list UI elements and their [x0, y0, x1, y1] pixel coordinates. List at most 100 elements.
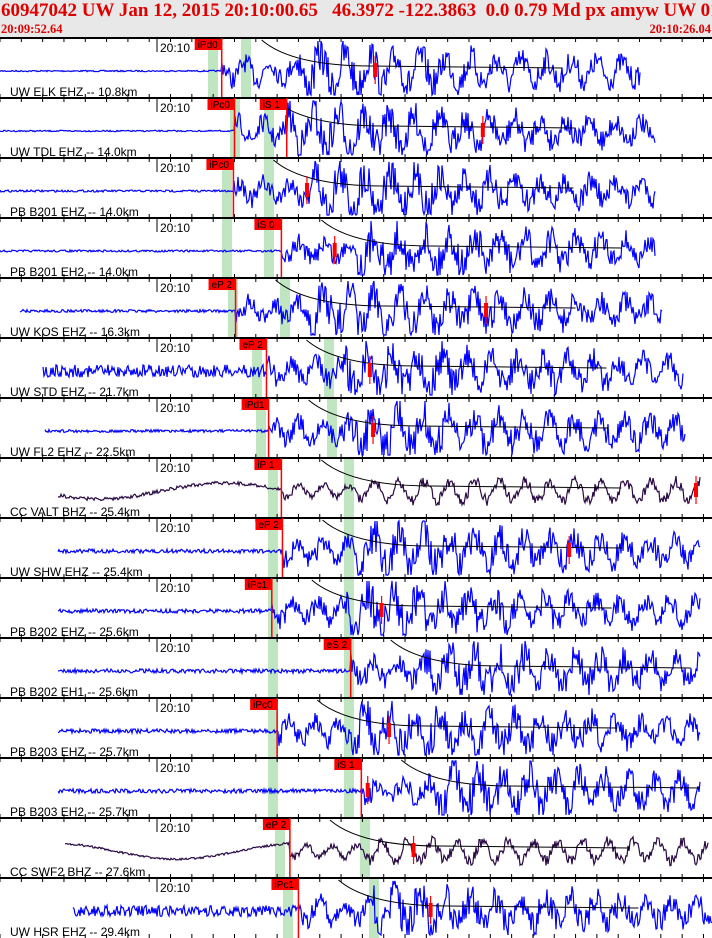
amplitude-marker-bar [332, 243, 337, 257]
station-label: UW SHW EHZ -- 25.4km [10, 565, 143, 579]
phase-window [268, 638, 278, 698]
trace-row[interactable]: 20:10 iP 1 CC VALT BHZ -- 25.4km [0, 457, 712, 519]
phase-window [228, 278, 238, 338]
phase-window [344, 698, 354, 758]
phase-window [222, 218, 232, 278]
station-label: UW FL2 EHZ -- 22.5km [10, 445, 135, 459]
minute-label: 20:10 [160, 821, 190, 835]
coda-curve [322, 519, 623, 549]
pick-label-box[interactable] [244, 579, 272, 590]
amplitude-marker-bar [484, 303, 489, 317]
pick-label: iPd1 [245, 400, 265, 411]
minute-label: 20:10 [160, 761, 190, 775]
amplitude-marker-bar [304, 183, 309, 197]
waveform [0, 160, 656, 217]
phase-window [275, 818, 285, 878]
pick-label-box[interactable] [323, 639, 351, 650]
trace-row[interactable]: 20:10 eP 2 UW STD EHZ -- 21.7km [0, 337, 712, 399]
station-label: PB B201 EHZ -- 14.0km [10, 205, 139, 219]
phase-window [268, 458, 278, 518]
phase-window [280, 278, 290, 338]
waveform [42, 340, 684, 397]
pick-label-box[interactable] [241, 399, 269, 410]
minute-label: 20:10 [160, 401, 190, 415]
pick-label-box[interactable] [250, 699, 278, 710]
pick-label: iPc0 [253, 700, 273, 711]
trace-row[interactable]: 20:10 iS 0 PB B201 EH2 -- 14.0km [0, 217, 712, 279]
trace-row[interactable]: 20:10 eP 2 UW SHW EHZ -- 25.4km [0, 517, 712, 579]
station-label: PB B201 EH2 -- 14.0km [10, 265, 138, 279]
pick-label: iPc0 [210, 100, 230, 111]
trace-row[interactable]: 20:10 iPd1 UW FL2 EHZ -- 22.5km [0, 397, 712, 459]
pick-label-box[interactable] [207, 99, 235, 110]
trace-row[interactable]: 20:10 iPc0 PB B203 EHZ -- 25.7km [0, 697, 712, 759]
amplitude-marker-bar [387, 723, 392, 737]
pick-label-box[interactable] [254, 219, 282, 230]
pick-label-box[interactable] [271, 879, 299, 890]
pick-label: eP 2 [258, 520, 279, 531]
trace-row[interactable]: 20:10 iPc0 PB B201 EHZ -- 14.0km [0, 157, 712, 219]
minute-label: 20:10 [160, 521, 190, 535]
trace-row[interactable]: 20:10 iPd0 UW ELK EHZ -- 10.8km [0, 37, 712, 99]
pick-label: eS 2 [327, 640, 348, 651]
phase-window [268, 698, 278, 758]
minute-label: 20:10 [160, 281, 190, 295]
coda-curve [306, 339, 607, 369]
pick-label: iS 1 [337, 760, 355, 771]
phase-window [222, 158, 232, 218]
minute-label: 20:10 [160, 221, 190, 235]
seismogram-panel[interactable]: 20:10 iPd0 UW ELK EHZ -- 10.8km 20:10 iPc0 iS… [0, 37, 712, 938]
minute-label: 20:10 [160, 701, 190, 715]
pick-label: eP 2 [242, 340, 263, 351]
pick-label: iP 1 [257, 460, 274, 471]
phase-window [327, 398, 337, 458]
phase-window [256, 398, 266, 458]
waveform [57, 700, 701, 756]
trace-row[interactable]: 20:10 eS 2 PB B202 EH1 -- 25.6km [0, 637, 712, 699]
minute-label: 20:10 [160, 161, 190, 175]
pick-label-box[interactable] [208, 279, 236, 290]
amplitude-marker-bar [373, 63, 378, 77]
coda-curve [338, 879, 639, 909]
pick-label-box[interactable] [262, 819, 290, 830]
phase-window [268, 518, 278, 578]
trace-row[interactable]: 20:10 iPc1 UW HSR EHZ -- 29.4km [0, 877, 712, 938]
phase-window [241, 38, 251, 98]
phase-window [283, 878, 293, 938]
coda-curve [390, 639, 691, 669]
start-time: 20:09:52.64 [1, 22, 63, 36]
pick-label-box[interactable] [194, 39, 222, 50]
waveform [0, 220, 656, 276]
minute-label: 20:10 [160, 881, 190, 895]
pick-label-box[interactable] [255, 519, 283, 530]
minute-label: 20:10 [160, 341, 190, 355]
waveform [57, 474, 701, 507]
amplitude-marker-bar [694, 483, 699, 497]
end-time: 20:10:26.04 [649, 22, 711, 36]
minute-label: 20:10 [160, 461, 190, 475]
pick-label-box[interactable] [259, 99, 287, 110]
waveform [72, 880, 712, 938]
trace-row[interactable]: 20:10 eP 2 CC SWF2 BHZ -- 27.6km [0, 817, 712, 879]
phase-window [344, 518, 354, 578]
trace-row[interactable]: 20:10 iPc0 iS 1 UW TDL EHZ -- 14.0km [0, 97, 712, 159]
pick-label-box[interactable] [334, 759, 362, 770]
station-label: CC VALT BHZ -- 25.4km [10, 505, 140, 519]
pick-label: eP 2 [212, 280, 233, 291]
waveform [44, 400, 686, 457]
trace-row[interactable]: 20:10 iPc1 PB B202 EHZ -- 25.6km [0, 577, 712, 639]
coda-curve [308, 399, 609, 429]
trace-row[interactable]: 20:10 eP 2 UW KOS EHZ -- 16.3km [0, 277, 712, 339]
station-label: PB B202 EH1 -- 25.6km [10, 685, 138, 699]
trace-row[interactable]: 20:10 iS 1 PB B203 EH2 -- 25.7km [0, 757, 712, 819]
amplitude-marker-bar [480, 123, 485, 137]
coda-curve [311, 579, 612, 609]
minute-label: 20:10 [160, 641, 190, 655]
pick-label-box[interactable] [206, 159, 234, 170]
pick-label-box[interactable] [254, 459, 282, 470]
minute-label: 20:10 [160, 41, 190, 55]
amplitude-marker-bar [567, 543, 572, 557]
waveform [19, 280, 663, 337]
station-label: UW ELK EHZ -- 10.8km [10, 85, 137, 99]
pick-label-box[interactable] [239, 339, 267, 350]
